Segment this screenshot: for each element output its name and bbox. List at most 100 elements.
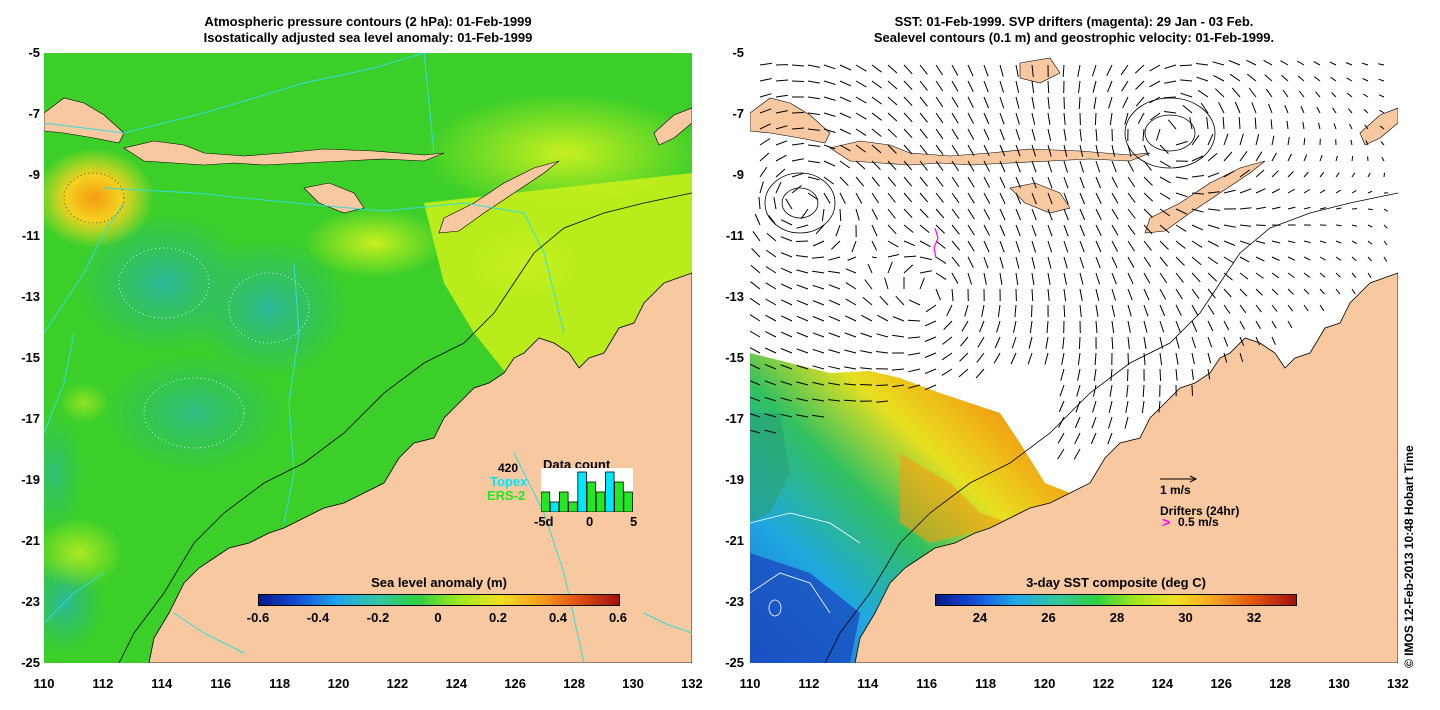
left-lon-label: 120 [327, 676, 350, 691]
sla-colorbar-tick: 0.4 [548, 610, 568, 625]
tanimbar-island [653, 107, 692, 146]
shelf-contour [118, 192, 692, 663]
left-map-title: Atmospheric pressure contours (2 hPa): 0… [44, 14, 692, 46]
right-lat-label: -17 [725, 411, 744, 426]
sst-colorbar-tick: 32 [1246, 610, 1262, 625]
left-lat-label: -23 [21, 594, 40, 609]
left-lat-label: -25 [21, 655, 40, 670]
sla-colorbar-tick: 0.2 [488, 610, 508, 625]
pressure-contours [44, 53, 692, 663]
left-lat-label: -17 [21, 411, 40, 426]
left-lat-label: -21 [21, 533, 40, 548]
right-lat-label: -9 [732, 167, 744, 182]
histogram-bar [577, 471, 587, 512]
left-lat-label: -11 [21, 228, 40, 243]
hist-tick-0: 0 [586, 514, 594, 529]
right-title-line2: Sealevel contours (0.1 m) and geostrophi… [873, 30, 1275, 45]
sealevel-contours [764, 97, 1216, 234]
left-lon-label: 118 [269, 676, 291, 691]
right-lat-label: -19 [725, 472, 744, 487]
australia-landmass-right [854, 272, 1398, 663]
histogram-bar [568, 501, 578, 512]
left-colorbar-label: Sea level anomaly (m) [371, 575, 507, 590]
left-title-line1: Atmospheric pressure contours (2 hPa): 0… [204, 14, 532, 29]
velocity-legend-label: 1 m/s [1160, 483, 1191, 497]
histogram-bar [614, 481, 624, 512]
right-map-title: SST: 01-Feb-1999. SVP drifters (magenta)… [750, 14, 1398, 46]
imos-credit: © IMOS 12-Feb-2013 10:48 Hobart Time [1402, 445, 1416, 668]
sla-colorbar-tick: 0.6 [608, 610, 628, 625]
drifter-legend-symbol: > [1162, 514, 1171, 530]
right-lat-label: -5 [732, 45, 744, 60]
left-lat-label: -13 [21, 289, 40, 304]
sumba-island [303, 182, 365, 214]
hist-tick-minus5: -5d [534, 514, 554, 529]
sst-colorbar-tick: 28 [1109, 610, 1125, 625]
histogram-bar [586, 481, 597, 512]
left-lon-label: 126 [504, 676, 527, 691]
left-lat-label: -9 [28, 167, 40, 182]
right-lat-label: -15 [725, 350, 744, 365]
sla-colorbar-tick: 0 [434, 610, 442, 625]
sst-colorbar-tick: 30 [1178, 610, 1193, 625]
right-colorbar-label: 3-day SST composite (deg C) [1026, 575, 1206, 590]
right-lat-label: -11 [725, 228, 744, 243]
java-island [44, 97, 125, 144]
histogram-bar [541, 491, 551, 512]
sst-colorbar-tick: 24 [972, 610, 988, 625]
left-lon-label: 116 [210, 676, 232, 691]
svp-drifter-track [933, 227, 939, 259]
left-lat-label: -19 [21, 472, 40, 487]
left-lon-label: 130 [622, 676, 644, 691]
drifter-speed-label: 0.5 m/s [1178, 515, 1219, 529]
right-lon-label: 116 [916, 676, 938, 691]
right-lat-label: -23 [725, 594, 744, 609]
right-lat-label: -7 [732, 106, 744, 121]
left-lat-label: -5 [28, 45, 40, 60]
left-lon-label: 124 [445, 676, 468, 691]
histogram-bar [558, 491, 569, 512]
data-count-number: 420 [498, 461, 519, 475]
right-lon-label: 118 [975, 676, 997, 691]
histogram-bar [623, 491, 633, 512]
left-title-line2: Isostatically adjusted sea level anomaly… [203, 30, 533, 45]
warm-anomaly-eddy [44, 148, 154, 248]
right-title-line1: SST: 01-Feb-1999. SVP drifters (magenta)… [894, 14, 1254, 29]
sumbawa-flores-islands [123, 140, 445, 166]
right-lat-label: -25 [725, 655, 744, 670]
right-lon-label: 124 [1151, 676, 1174, 691]
left-lon-label: 128 [563, 676, 585, 691]
right-lat-label: -13 [725, 289, 744, 304]
sea-level-anomaly-map [44, 53, 692, 663]
right-lon-label: 126 [1210, 676, 1233, 691]
right-lat-label: -21 [725, 533, 744, 548]
sea-level-colorbar [258, 594, 620, 606]
left-lon-label: 110 [33, 676, 55, 691]
sst-colorbar [935, 594, 1297, 606]
left-lon-label: 114 [151, 676, 173, 691]
histogram-bar [595, 491, 606, 512]
right-lon-label: 110 [739, 676, 761, 691]
right-lon-label: 122 [1092, 676, 1115, 691]
hist-tick-5: 5 [630, 514, 638, 529]
sst-colorbar-tick: 26 [1041, 610, 1056, 625]
ers2-label: ERS-2 [487, 488, 526, 503]
right-lon-label: 130 [1328, 676, 1350, 691]
left-lon-label: 122 [386, 676, 409, 691]
right-lon-label: 120 [1033, 676, 1056, 691]
sla-colorbar-tick: -0.6 [246, 610, 270, 625]
drifter-legend-label: Drifters (24hr) [1160, 504, 1240, 518]
left-lat-label: -15 [21, 350, 40, 365]
sla-colorbar-tick: -0.2 [366, 610, 390, 625]
australia-landmass [148, 272, 692, 663]
geostrophic-velocity-field [750, 59, 1389, 460]
right-lon-label: 132 [1387, 676, 1409, 691]
sst-velocity-map [750, 53, 1398, 663]
left-lat-label: -7 [28, 106, 40, 121]
timor-island [438, 160, 560, 234]
data-count-histogram [541, 468, 633, 512]
histogram-bar [549, 501, 560, 512]
left-lon-label: 112 [92, 676, 114, 691]
histogram-bar [605, 471, 615, 512]
left-lon-label: 132 [681, 676, 703, 691]
